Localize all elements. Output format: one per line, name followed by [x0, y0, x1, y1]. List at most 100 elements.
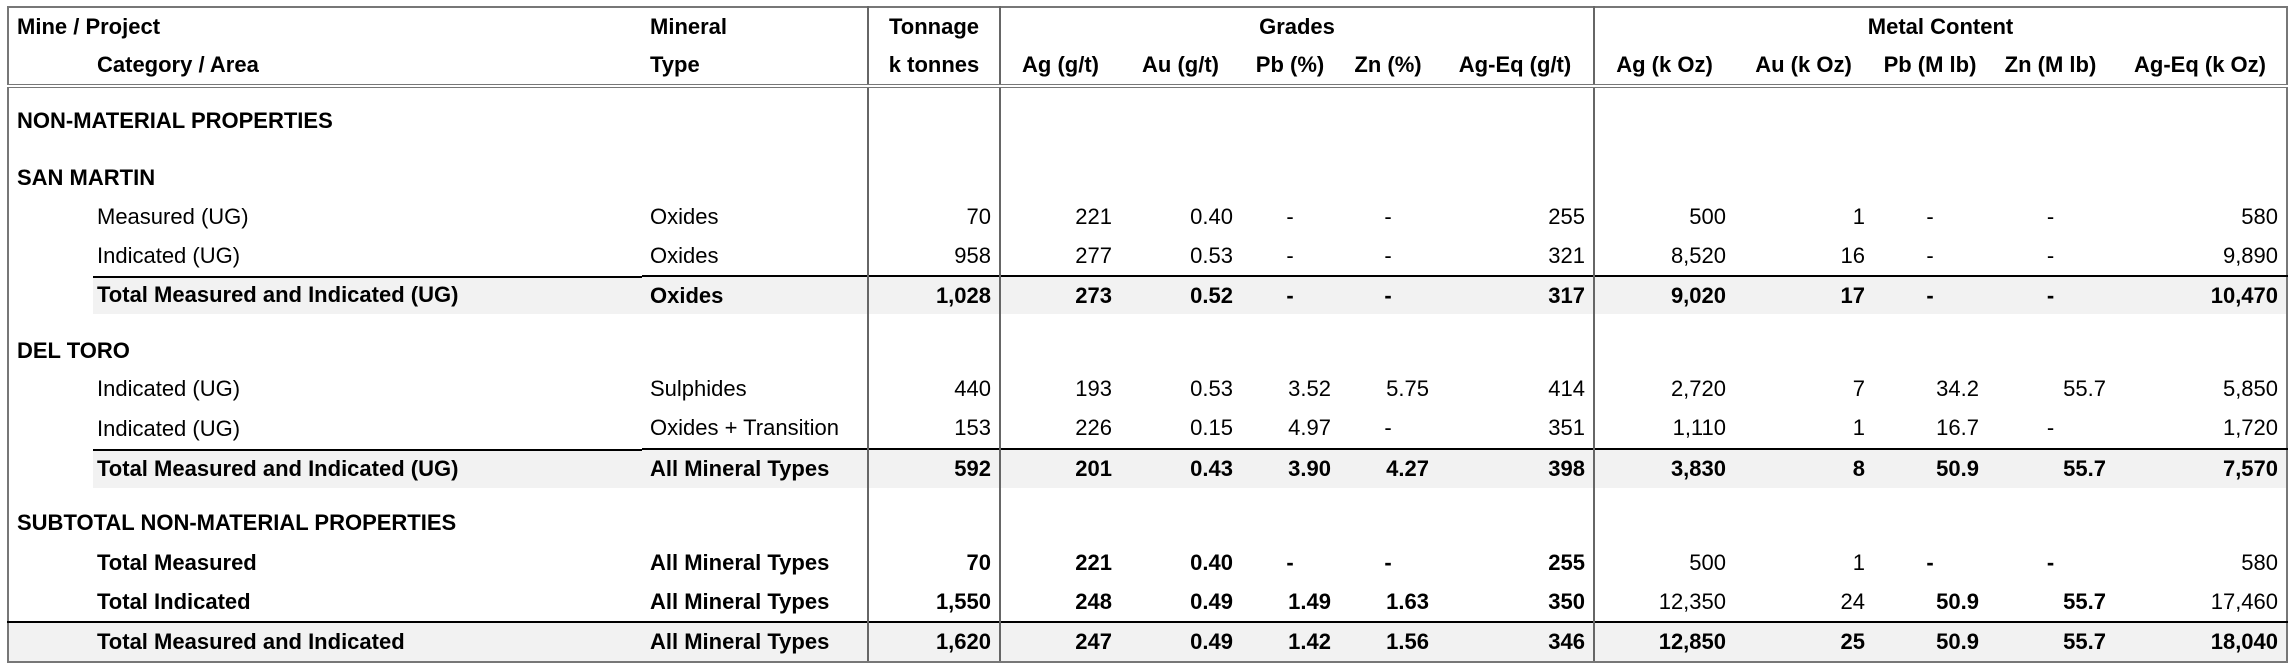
table-cell: 273	[999, 275, 1120, 314]
header-cell: Ag (g/t)	[999, 45, 1120, 88]
table-cell: 398	[1437, 448, 1594, 488]
empty-cell	[1873, 314, 1987, 332]
empty-cell	[1437, 102, 1594, 140]
resource-table: Mine / Project Mineral Tonnage Grades Metal …	[7, 6, 2289, 663]
table-cell: Sulphides	[650, 375, 747, 401]
table-cell: 0.40	[1190, 549, 1233, 575]
empty-cell	[1241, 86, 1339, 102]
table-cell: Oxides + Transition	[650, 415, 839, 440]
table-cell: 50.9	[1873, 448, 1987, 488]
table-cell: 255	[1548, 203, 1585, 229]
table-cell: 153	[867, 408, 1000, 449]
empty-cell	[1734, 503, 1873, 542]
empty-cell	[2114, 488, 2287, 503]
table-cell: 350	[1548, 589, 1585, 614]
empty-cell	[1241, 503, 1339, 542]
empty-cell	[1873, 158, 1987, 197]
table-cell: -	[1286, 242, 1294, 268]
table-cell: All Mineral Types	[642, 621, 868, 663]
table-cell: 4.27	[1339, 448, 1437, 488]
empty-cell	[1339, 503, 1437, 542]
empty-cell	[2114, 86, 2287, 102]
table-cell: 0.43	[1120, 448, 1241, 488]
empty-cell	[8, 86, 642, 102]
empty-cell	[642, 488, 868, 503]
empty-cell	[1339, 314, 1437, 332]
empty-cell	[8, 140, 642, 158]
section-title: SUBTOTAL NON-MATERIAL PROPERTIES	[17, 509, 457, 535]
empty-cell	[1437, 503, 1594, 542]
table-cell: 500	[1593, 197, 1734, 236]
table-cell: 1	[1852, 415, 1865, 440]
table-cell: Total Measured	[97, 549, 257, 575]
empty-cell	[1120, 102, 1241, 140]
table-cell: 55.7	[2063, 375, 2106, 401]
empty-cell	[1339, 488, 1437, 503]
table-cell: 9,890	[2222, 242, 2279, 268]
empty-cell	[999, 86, 1120, 102]
table-body: Mine / Project Mineral Tonnage Grades Metal …	[8, 7, 2288, 663]
empty-cell	[642, 102, 868, 140]
empty-cell	[2114, 102, 2287, 140]
table-cell: 0.52	[1120, 275, 1241, 314]
empty-cell	[2114, 140, 2287, 158]
empty-cell	[1987, 332, 2114, 369]
table-cell: -	[1286, 203, 1294, 229]
empty-cell	[867, 332, 1000, 369]
table-cell: 3.90	[1241, 448, 1339, 488]
header-cell: Pb (%)	[1241, 45, 1339, 88]
empty-cell	[1120, 488, 1241, 503]
table-cell: Total Measured and Indicated (UG)	[8, 449, 642, 488]
table-cell: 7	[1852, 375, 1865, 401]
table-cell: 1,620	[867, 621, 1000, 663]
table-cell: 0.53	[1190, 375, 1233, 401]
empty-cell	[1120, 158, 1241, 197]
table-cell: 580	[2241, 203, 2279, 229]
header-cell: Au (g/t)	[1120, 45, 1241, 88]
table-row	[8, 86, 2287, 102]
table-row	[8, 314, 2287, 332]
empty-cell	[1241, 102, 1339, 140]
table-cell: 24	[1840, 589, 1865, 614]
table-cell: 70	[867, 542, 1000, 583]
empty-cell	[1437, 488, 1594, 503]
empty-cell	[1734, 140, 1873, 158]
empty-cell	[1987, 314, 2114, 332]
empty-cell	[1593, 140, 1734, 158]
table-cell: 221	[999, 542, 1120, 583]
header-cell: Tonnage	[867, 7, 1000, 45]
table-cell: -	[1384, 242, 1392, 268]
empty-cell	[1593, 158, 1734, 197]
table-cell: -	[1339, 275, 1437, 314]
empty-cell	[867, 86, 1000, 102]
table-cell: 1.56	[1339, 621, 1437, 663]
empty-cell	[999, 488, 1120, 503]
table-cell: -	[1926, 549, 1934, 575]
header-cell: Ag (k Oz)	[1593, 45, 1734, 88]
table-cell: 1,028	[867, 275, 1000, 314]
empty-cell	[8, 488, 642, 503]
empty-cell	[1339, 140, 1437, 158]
empty-cell	[1437, 86, 1594, 102]
empty-cell	[1120, 140, 1241, 158]
table-cell: 1	[1852, 549, 1865, 575]
table-cell: 580	[2241, 549, 2279, 575]
header-cell: Mine / Project	[17, 13, 161, 39]
empty-cell	[2114, 314, 2287, 332]
header-cell: Au (k Oz)	[1734, 45, 1873, 88]
table-cell: 1.63	[1386, 589, 1429, 614]
empty-cell	[999, 102, 1120, 140]
table-cell: 50.9	[1873, 621, 1987, 663]
table-row	[8, 488, 2287, 503]
table-cell: 16.7	[1936, 415, 1979, 440]
empty-cell	[1873, 102, 1987, 140]
table-cell: -	[1926, 203, 1934, 229]
empty-cell	[999, 332, 1120, 369]
empty-cell	[2114, 503, 2287, 542]
empty-cell	[1120, 86, 1241, 102]
empty-cell	[1241, 332, 1339, 369]
empty-cell	[1339, 332, 1437, 369]
empty-cell	[1987, 488, 2114, 503]
table-row: Total Indicated All Mineral Types 1,550 248…	[8, 583, 2287, 622]
